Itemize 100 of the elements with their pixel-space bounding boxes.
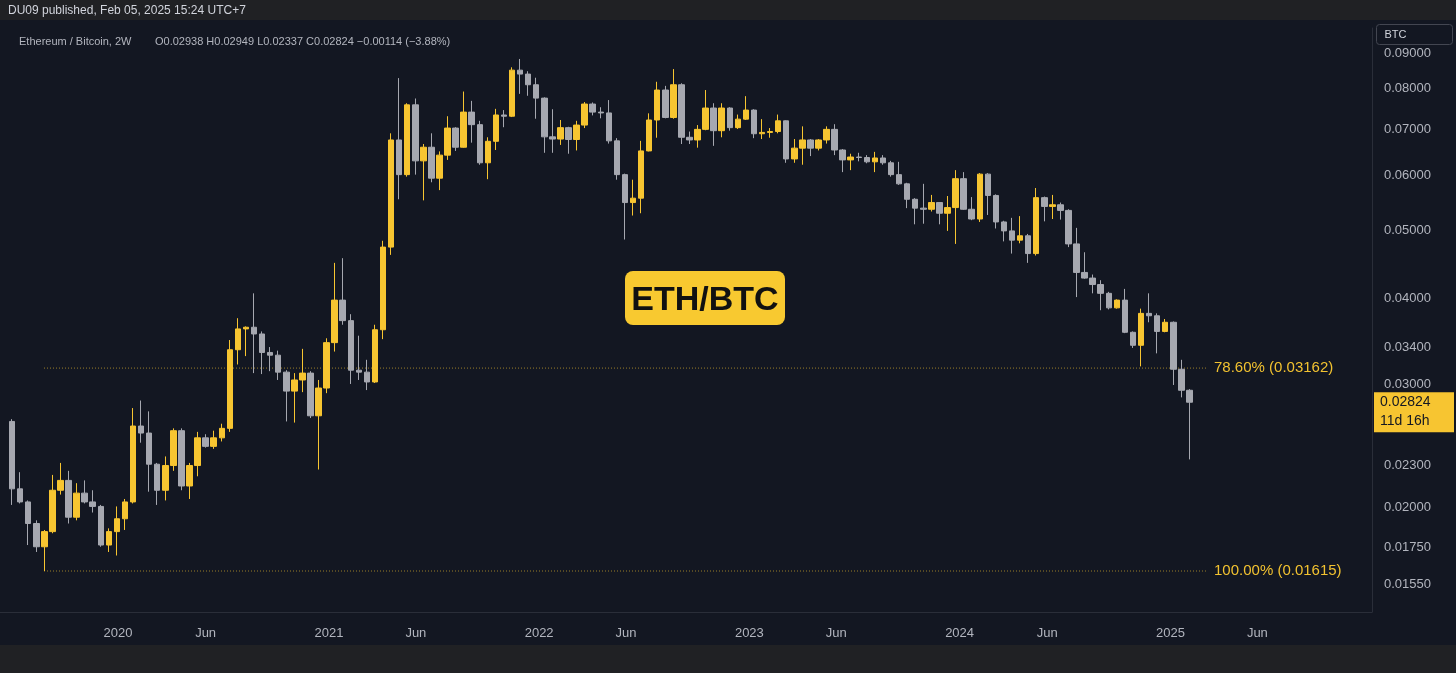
candlestick xyxy=(509,66,515,118)
candlestick xyxy=(718,102,725,138)
candlestick xyxy=(154,462,160,506)
candlestick xyxy=(1162,318,1168,333)
candlestick xyxy=(65,470,72,525)
text: BTC xyxy=(1384,28,1407,40)
candlestick xyxy=(1049,194,1056,220)
candlestick xyxy=(759,118,765,140)
x-tick-label: 2023 xyxy=(734,625,764,640)
candlestick xyxy=(993,193,999,229)
candlestick xyxy=(452,126,459,152)
candlestick xyxy=(847,153,854,171)
x-tick-label: 2022 xyxy=(524,625,554,640)
candlestick xyxy=(468,100,475,144)
candlestick xyxy=(202,433,209,449)
candlestick xyxy=(920,183,927,225)
candlestick xyxy=(654,81,660,139)
candlestick xyxy=(775,114,781,134)
candlestick xyxy=(1033,187,1039,257)
candlestick xyxy=(364,359,370,391)
annotation: ETH/BTC xyxy=(631,279,779,317)
text: Ethereum / Bitcoin, 2W xyxy=(19,34,133,47)
candlestick xyxy=(178,427,185,491)
candlestick xyxy=(936,201,943,225)
candlestick xyxy=(743,95,749,121)
candlestick xyxy=(872,151,878,173)
candlestick xyxy=(356,335,362,381)
candlestick xyxy=(606,99,612,145)
y-tick-label: 0.04000 xyxy=(1384,289,1431,305)
candlestick xyxy=(25,499,31,546)
candlestick xyxy=(146,410,152,493)
candlestick xyxy=(1041,196,1048,222)
candlestick xyxy=(767,127,773,139)
candlestick xyxy=(1138,308,1144,367)
candlestick xyxy=(33,519,40,553)
y-tick-label: 0.02000 xyxy=(1384,498,1431,514)
candlestick xyxy=(235,317,241,365)
y-tick-label: 0.01750 xyxy=(1384,539,1431,555)
candlestick xyxy=(622,173,628,241)
candlestick xyxy=(1009,217,1015,255)
candlestick xyxy=(977,172,983,223)
candlestick xyxy=(783,119,789,164)
candlestick xyxy=(888,160,894,178)
candlestick xyxy=(1017,215,1023,244)
candlestick xyxy=(598,106,604,119)
x-tick-label: 2025 xyxy=(1155,625,1185,640)
candlestick xyxy=(630,179,636,217)
candlestick xyxy=(1001,220,1007,242)
candlestick xyxy=(219,423,225,442)
candlestick xyxy=(98,504,104,548)
candlestick xyxy=(106,527,112,553)
candlestick xyxy=(928,194,935,213)
candlestick xyxy=(1106,291,1112,310)
candlestick xyxy=(477,120,483,166)
candlestick xyxy=(1130,330,1136,349)
candlestick xyxy=(339,257,346,326)
candlestick xyxy=(1114,298,1120,310)
candlestick xyxy=(1122,288,1128,334)
candlestick xyxy=(751,108,757,139)
y-tick-label: 0.07000 xyxy=(1384,120,1431,136)
candlestick xyxy=(227,339,233,433)
candlestick xyxy=(1154,312,1160,354)
x-tick-label: 2024 xyxy=(945,625,975,640)
candlestick xyxy=(396,77,402,200)
candlestick xyxy=(517,58,523,95)
candlestick xyxy=(501,109,507,128)
candlestick xyxy=(985,172,991,216)
candlestick xyxy=(735,114,741,130)
y-tick-label: 0.08000 xyxy=(1384,80,1431,96)
y-tick-label: 0.03000 xyxy=(1384,376,1431,392)
y-tick-label: 0.05000 xyxy=(1384,222,1431,238)
candlestick xyxy=(638,140,644,214)
candlestick xyxy=(380,240,386,340)
candlestick xyxy=(388,132,394,256)
candlestick xyxy=(525,70,531,97)
candlestick xyxy=(614,137,620,181)
text: 11d 16h xyxy=(1380,412,1430,429)
ref-line-label: 100.00% (0.01615) xyxy=(1214,561,1342,578)
candlestick xyxy=(114,505,120,557)
y-tick-label: 0.09000 xyxy=(1384,44,1431,60)
candlestick xyxy=(17,471,23,504)
candlestick xyxy=(557,119,564,146)
text: O0.02938 H0.02949 L0.02337 C0.02824 −0.00114 (−3.88%) xyxy=(155,34,451,47)
x-tick-label: Jun xyxy=(615,625,637,640)
candlestick xyxy=(533,77,539,120)
candlestick xyxy=(348,313,354,385)
candlestick xyxy=(372,324,378,384)
candlestick xyxy=(670,68,677,120)
candlestick xyxy=(807,138,814,157)
candlestick xyxy=(138,400,144,444)
candlestick xyxy=(275,350,281,381)
candlestick xyxy=(589,101,596,116)
candlestick xyxy=(267,346,273,372)
x-tick-label: Jun xyxy=(825,625,847,640)
candlestick xyxy=(259,330,265,375)
candlestick xyxy=(251,292,257,374)
x-tick-label: 2020 xyxy=(103,625,133,640)
text: 0.02824 xyxy=(1380,393,1431,410)
candlestick xyxy=(710,102,717,147)
candlestick xyxy=(912,197,918,225)
